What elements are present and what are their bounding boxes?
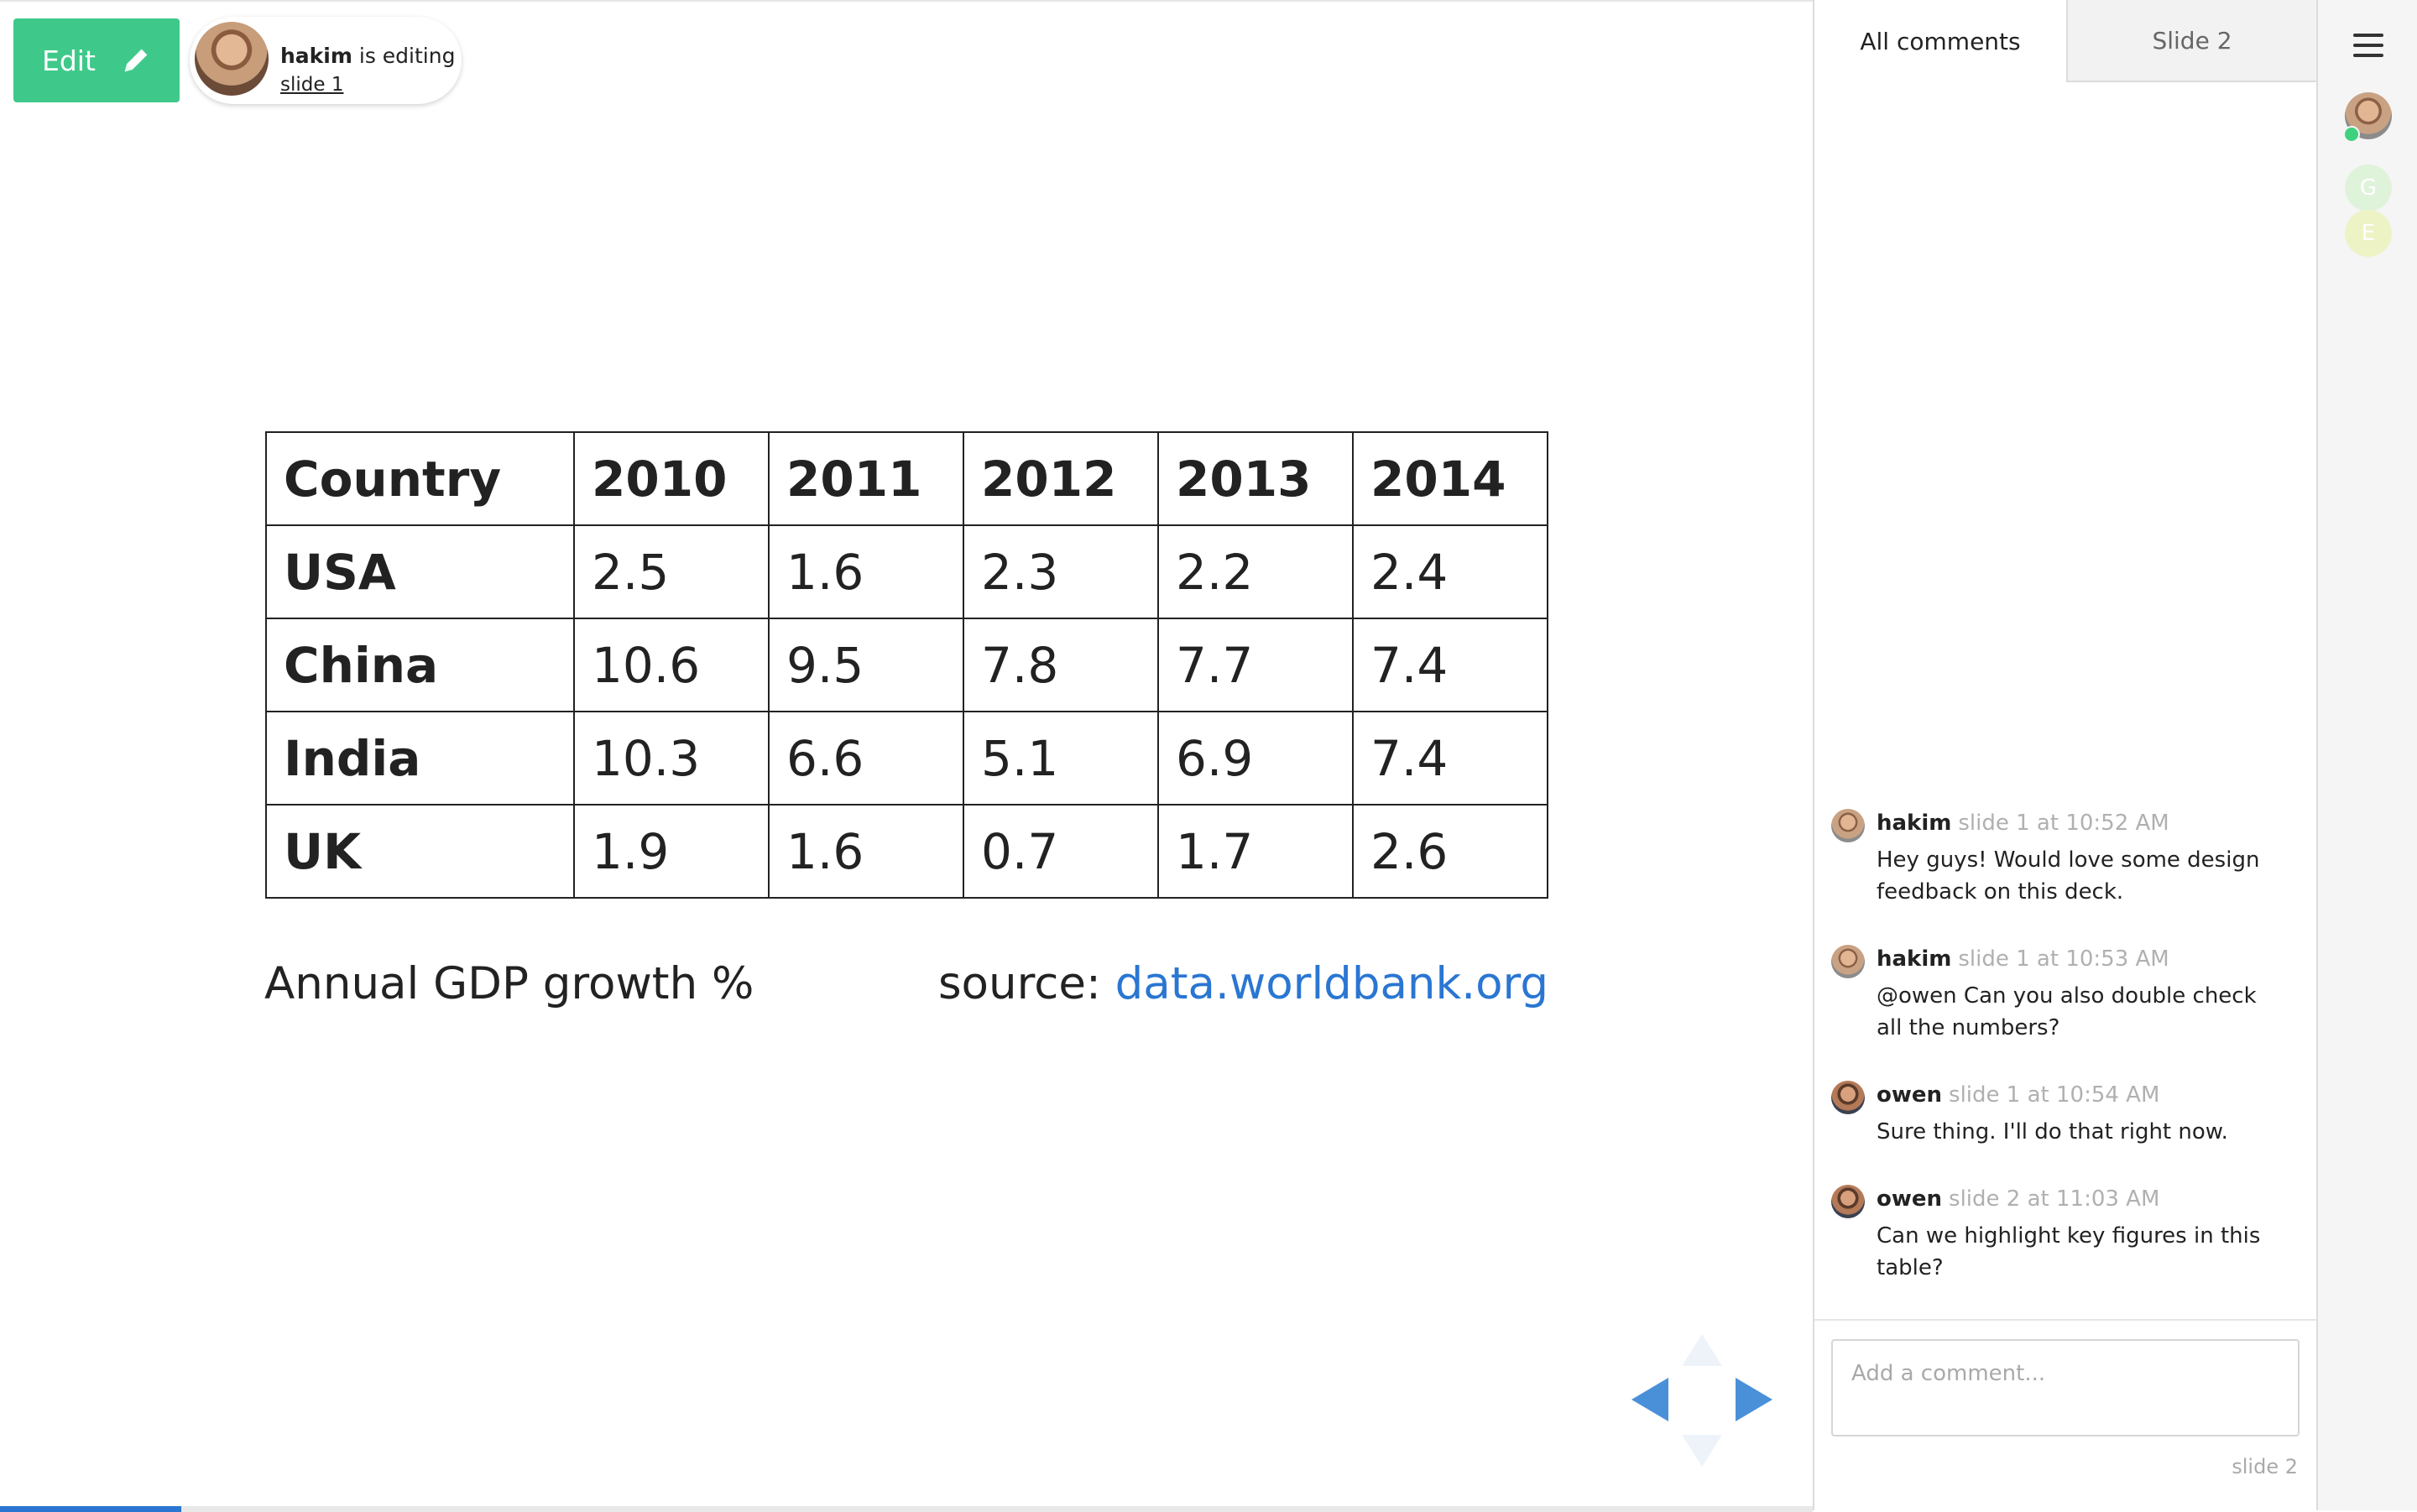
gdp-table: Country 2010 2011 2012 2013 2014 USA 2.5… xyxy=(265,431,1548,899)
table-cell: 10.6 xyxy=(573,618,770,712)
presence-slide-link[interactable]: slide 1 xyxy=(280,74,344,96)
comments-panel: All comments Slide 2 hakim slide 1 at 10:… xyxy=(1813,0,2316,1510)
table-header-row: Country 2010 2011 2012 2013 2014 xyxy=(265,431,1548,526)
editing-presence-pill: hakim is editing slide 1 xyxy=(190,17,462,104)
presence-text: hakim is editing xyxy=(280,44,455,68)
presence-user: hakim xyxy=(280,44,352,68)
collaborators-rail: G E xyxy=(2316,0,2417,1510)
comment-author: hakim xyxy=(1877,811,1952,836)
avatar xyxy=(195,22,269,96)
comment-timestamp: slide 1 at 10:54 AM xyxy=(1949,1082,2160,1108)
pencil-icon xyxy=(124,49,148,72)
slide-stage: Edit hakim is editing slide 1 Country 20… xyxy=(0,0,1813,1512)
comment-timestamp: slide 1 at 10:52 AM xyxy=(1958,811,2169,836)
table-cell: 1.6 xyxy=(768,804,964,899)
comments-tabs: All comments Slide 2 xyxy=(1814,0,2316,82)
comment-slide-reference: slide 2 xyxy=(2232,1455,2298,1478)
progress-fill xyxy=(0,1506,181,1512)
table-row: USA 2.5 1.6 2.3 2.2 2.4 xyxy=(265,524,1548,619)
edit-button-label: Edit xyxy=(42,44,96,77)
table-cell: 0.7 xyxy=(963,804,1159,899)
slide-source: source: data.worldbank.org xyxy=(938,958,1548,1009)
table-cell: 1.7 xyxy=(1157,804,1354,899)
table-row-label: UK xyxy=(265,804,575,899)
presence-status: is editing xyxy=(358,44,456,68)
comment-meta: owen slide 1 at 10:54 AM xyxy=(1877,1082,2159,1108)
table-cell: 1.9 xyxy=(573,804,770,899)
comment-body: Can we highlight key figures in this tab… xyxy=(1877,1223,2261,1280)
comment-meta: hakim slide 1 at 10:53 AM xyxy=(1877,946,2169,972)
comment-author: hakim xyxy=(1877,946,1952,972)
progress-bar xyxy=(0,1506,1813,1512)
avatar xyxy=(1831,1185,1865,1218)
comment-timestamp: slide 2 at 11:03 AM xyxy=(1949,1186,2160,1212)
divider xyxy=(1814,1319,2316,1321)
table-cell: 6.9 xyxy=(1157,711,1354,806)
arrow-left-icon[interactable] xyxy=(1631,1378,1668,1421)
avatar xyxy=(1831,1081,1865,1114)
edit-button[interactable]: Edit xyxy=(13,18,180,102)
menu-icon[interactable] xyxy=(2353,34,2383,57)
comment-body: Sure thing. I'll do that right now. xyxy=(1877,1119,2228,1144)
table-row-label: USA xyxy=(265,524,575,619)
table-cell: 9.5 xyxy=(768,618,964,712)
slide-caption: Annual GDP growth % xyxy=(264,958,754,1009)
source-link[interactable]: data.worldbank.org xyxy=(1115,958,1548,1009)
comment-body: Hey guys! Would love some design feedbac… xyxy=(1877,847,2260,905)
tab-all-comments[interactable]: All comments xyxy=(1814,0,2066,82)
online-status-dot xyxy=(2343,126,2360,143)
arrow-right-icon[interactable] xyxy=(1736,1378,1772,1421)
comment-author: owen xyxy=(1877,1082,1943,1108)
source-prefix: source: xyxy=(937,958,1101,1009)
table-header-cell: 2011 xyxy=(768,431,964,526)
table-cell: 10.3 xyxy=(573,711,770,806)
comment-author: owen xyxy=(1877,1186,1943,1212)
comment-meta: hakim slide 1 at 10:52 AM xyxy=(1877,811,2169,836)
table-cell: 2.3 xyxy=(963,524,1159,619)
table-cell: 2.6 xyxy=(1352,804,1548,899)
table-cell: 7.8 xyxy=(963,618,1159,712)
table-row-label: China xyxy=(265,618,575,712)
table-header-cell: 2010 xyxy=(573,431,770,526)
collaborator-avatar[interactable]: G xyxy=(2345,164,2392,211)
table-cell: 6.6 xyxy=(768,711,964,806)
collaborator-avatar[interactable]: E xyxy=(2345,210,2392,257)
table-row: China 10.6 9.5 7.8 7.7 7.4 xyxy=(265,618,1548,712)
tab-slide-comments[interactable]: Slide 2 xyxy=(2066,0,2316,82)
table-cell: 7.7 xyxy=(1157,618,1354,712)
table-header-cell: Country xyxy=(265,431,575,526)
table-cell: 7.4 xyxy=(1352,618,1548,712)
table-row: UK 1.9 1.6 0.7 1.7 2.6 xyxy=(265,804,1548,899)
arrow-up-icon xyxy=(1682,1334,1722,1366)
avatar xyxy=(1831,945,1865,978)
table-cell: 1.6 xyxy=(768,524,964,619)
table-cell: 7.4 xyxy=(1352,711,1548,806)
table-row-label: India xyxy=(265,711,575,806)
comment-input[interactable] xyxy=(1831,1339,2300,1436)
table-cell: 2.4 xyxy=(1352,524,1548,619)
avatar xyxy=(1831,809,1865,842)
table-cell: 2.2 xyxy=(1157,524,1354,619)
comment-timestamp: slide 1 at 10:53 AM xyxy=(1958,946,2169,972)
table-row: India 10.3 6.6 5.1 6.9 7.4 xyxy=(265,711,1548,806)
table-header-cell: 2012 xyxy=(963,431,1159,526)
table-header-cell: 2013 xyxy=(1157,431,1354,526)
arrow-down-icon xyxy=(1682,1435,1722,1467)
comment-meta: owen slide 2 at 11:03 AM xyxy=(1877,1186,2159,1212)
table-cell: 5.1 xyxy=(963,711,1159,806)
table-cell: 2.5 xyxy=(573,524,770,619)
comment-body: @owen Can you also double check all the … xyxy=(1877,983,2257,1040)
table-header-cell: 2014 xyxy=(1352,431,1548,526)
